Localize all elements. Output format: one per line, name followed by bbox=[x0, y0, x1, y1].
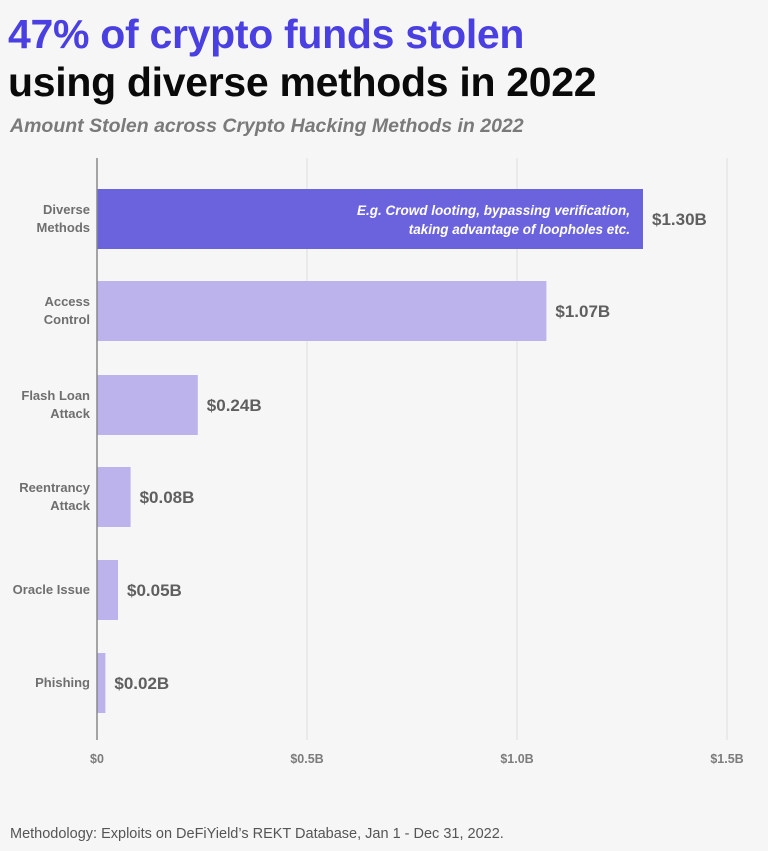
value-label: $0.02B bbox=[114, 674, 169, 693]
value-label: $1.07B bbox=[555, 302, 610, 321]
bar bbox=[97, 375, 198, 435]
bar-annotation: E.g. Crowd looting, bypassing verificati… bbox=[357, 203, 630, 237]
chart-title-line-2: using diverse methods in 2022 bbox=[8, 59, 597, 105]
x-tick-label: $0.5B bbox=[290, 752, 323, 766]
x-tick-label: $1.0B bbox=[500, 752, 533, 766]
category-label: Access Control bbox=[44, 294, 90, 327]
gridlines bbox=[306, 158, 728, 740]
category-label: Phishing bbox=[35, 675, 90, 690]
methodology-note: Methodology: Exploits on DeFiYield’s REK… bbox=[10, 826, 504, 842]
value-label: $0.08B bbox=[140, 488, 195, 507]
bar bbox=[97, 560, 118, 620]
category-label: Reentrancy Attack bbox=[19, 480, 91, 513]
value-label: $1.30B bbox=[652, 210, 707, 229]
x-tick-label: $1.5B bbox=[710, 752, 743, 766]
value-label: $0.24B bbox=[207, 396, 262, 415]
bar bbox=[97, 653, 106, 713]
bar bbox=[97, 281, 547, 341]
bar-chart: $0 $0.5B $1.0B $1.5B $1.30B Diverse Methods $1.… bbox=[13, 158, 744, 766]
category-label: Oracle Issue bbox=[13, 582, 90, 597]
bar bbox=[97, 467, 131, 527]
value-label: $0.05B bbox=[127, 581, 182, 600]
category-label: Diverse Methods bbox=[37, 202, 90, 235]
bar bbox=[97, 189, 643, 249]
chart-title-line-1: 47% of crypto funds stolen bbox=[8, 11, 525, 57]
chart-subtitle: Amount Stolen across Crypto Hacking Meth… bbox=[10, 115, 524, 137]
x-tick-label: $0 bbox=[90, 752, 104, 766]
category-label: Flash Loan Attack bbox=[21, 388, 90, 421]
labels: $0 $0.5B $1.0B $1.5B $1.30B Diverse Methods $1.… bbox=[13, 202, 744, 766]
bars bbox=[97, 189, 643, 713]
